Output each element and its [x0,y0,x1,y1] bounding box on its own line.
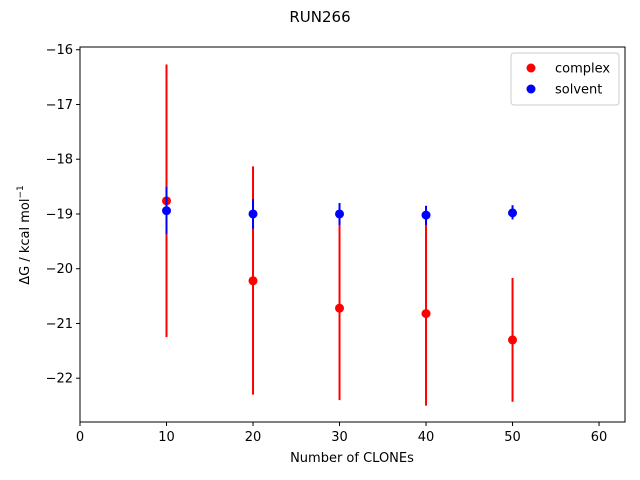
y-axis-label-main: ΔG / kcal mol [18,199,33,285]
series-solvent [162,186,518,235]
y-tick-label: −21 [46,317,73,332]
y-axis-label: ΔG / kcal mol−1 [16,185,33,285]
x-tick-label: 0 [76,430,84,445]
legend: complex solvent [510,52,620,106]
x-axis-label: Number of CLONEs [290,451,414,466]
y-axis-label-superscript: −1 [16,185,26,198]
x-tick-label: 40 [418,430,435,445]
x-tick-label: 50 [504,430,521,445]
legend-marker-solvent [526,84,536,94]
data-point [248,209,258,219]
y-tick-label: −18 [46,153,73,168]
y-tick-label: −22 [46,372,73,387]
y-tick-label: −16 [46,43,73,58]
data-point [335,209,345,219]
data-point [421,210,431,220]
legend-label-complex: complex [555,62,610,77]
y-tick-label: −20 [46,262,73,277]
data-point [508,335,518,345]
x-tick-label: 10 [158,430,175,445]
axes-frame [79,46,626,423]
data-point [335,303,345,313]
x-axis: 0 10 20 30 40 50 60 [76,422,607,445]
legend-label-solvent: solvent [555,83,602,98]
data-point [248,276,258,286]
data-point [508,208,518,218]
series-layer [162,64,518,406]
plot-area [79,46,626,423]
data-point [421,309,431,319]
legend-marker-complex [526,63,536,73]
data-point [162,206,172,216]
legend-box [510,52,620,106]
chart-title: RUN266 [289,8,350,26]
x-tick-label: 20 [245,430,262,445]
y-tick-label: −17 [46,98,73,113]
y-tick-label: −19 [46,207,73,222]
y-axis: −22 −21 −20 −19 −18 −17 −16 [46,43,80,387]
x-tick-label: 60 [591,430,608,445]
x-tick-label: 30 [331,430,348,445]
